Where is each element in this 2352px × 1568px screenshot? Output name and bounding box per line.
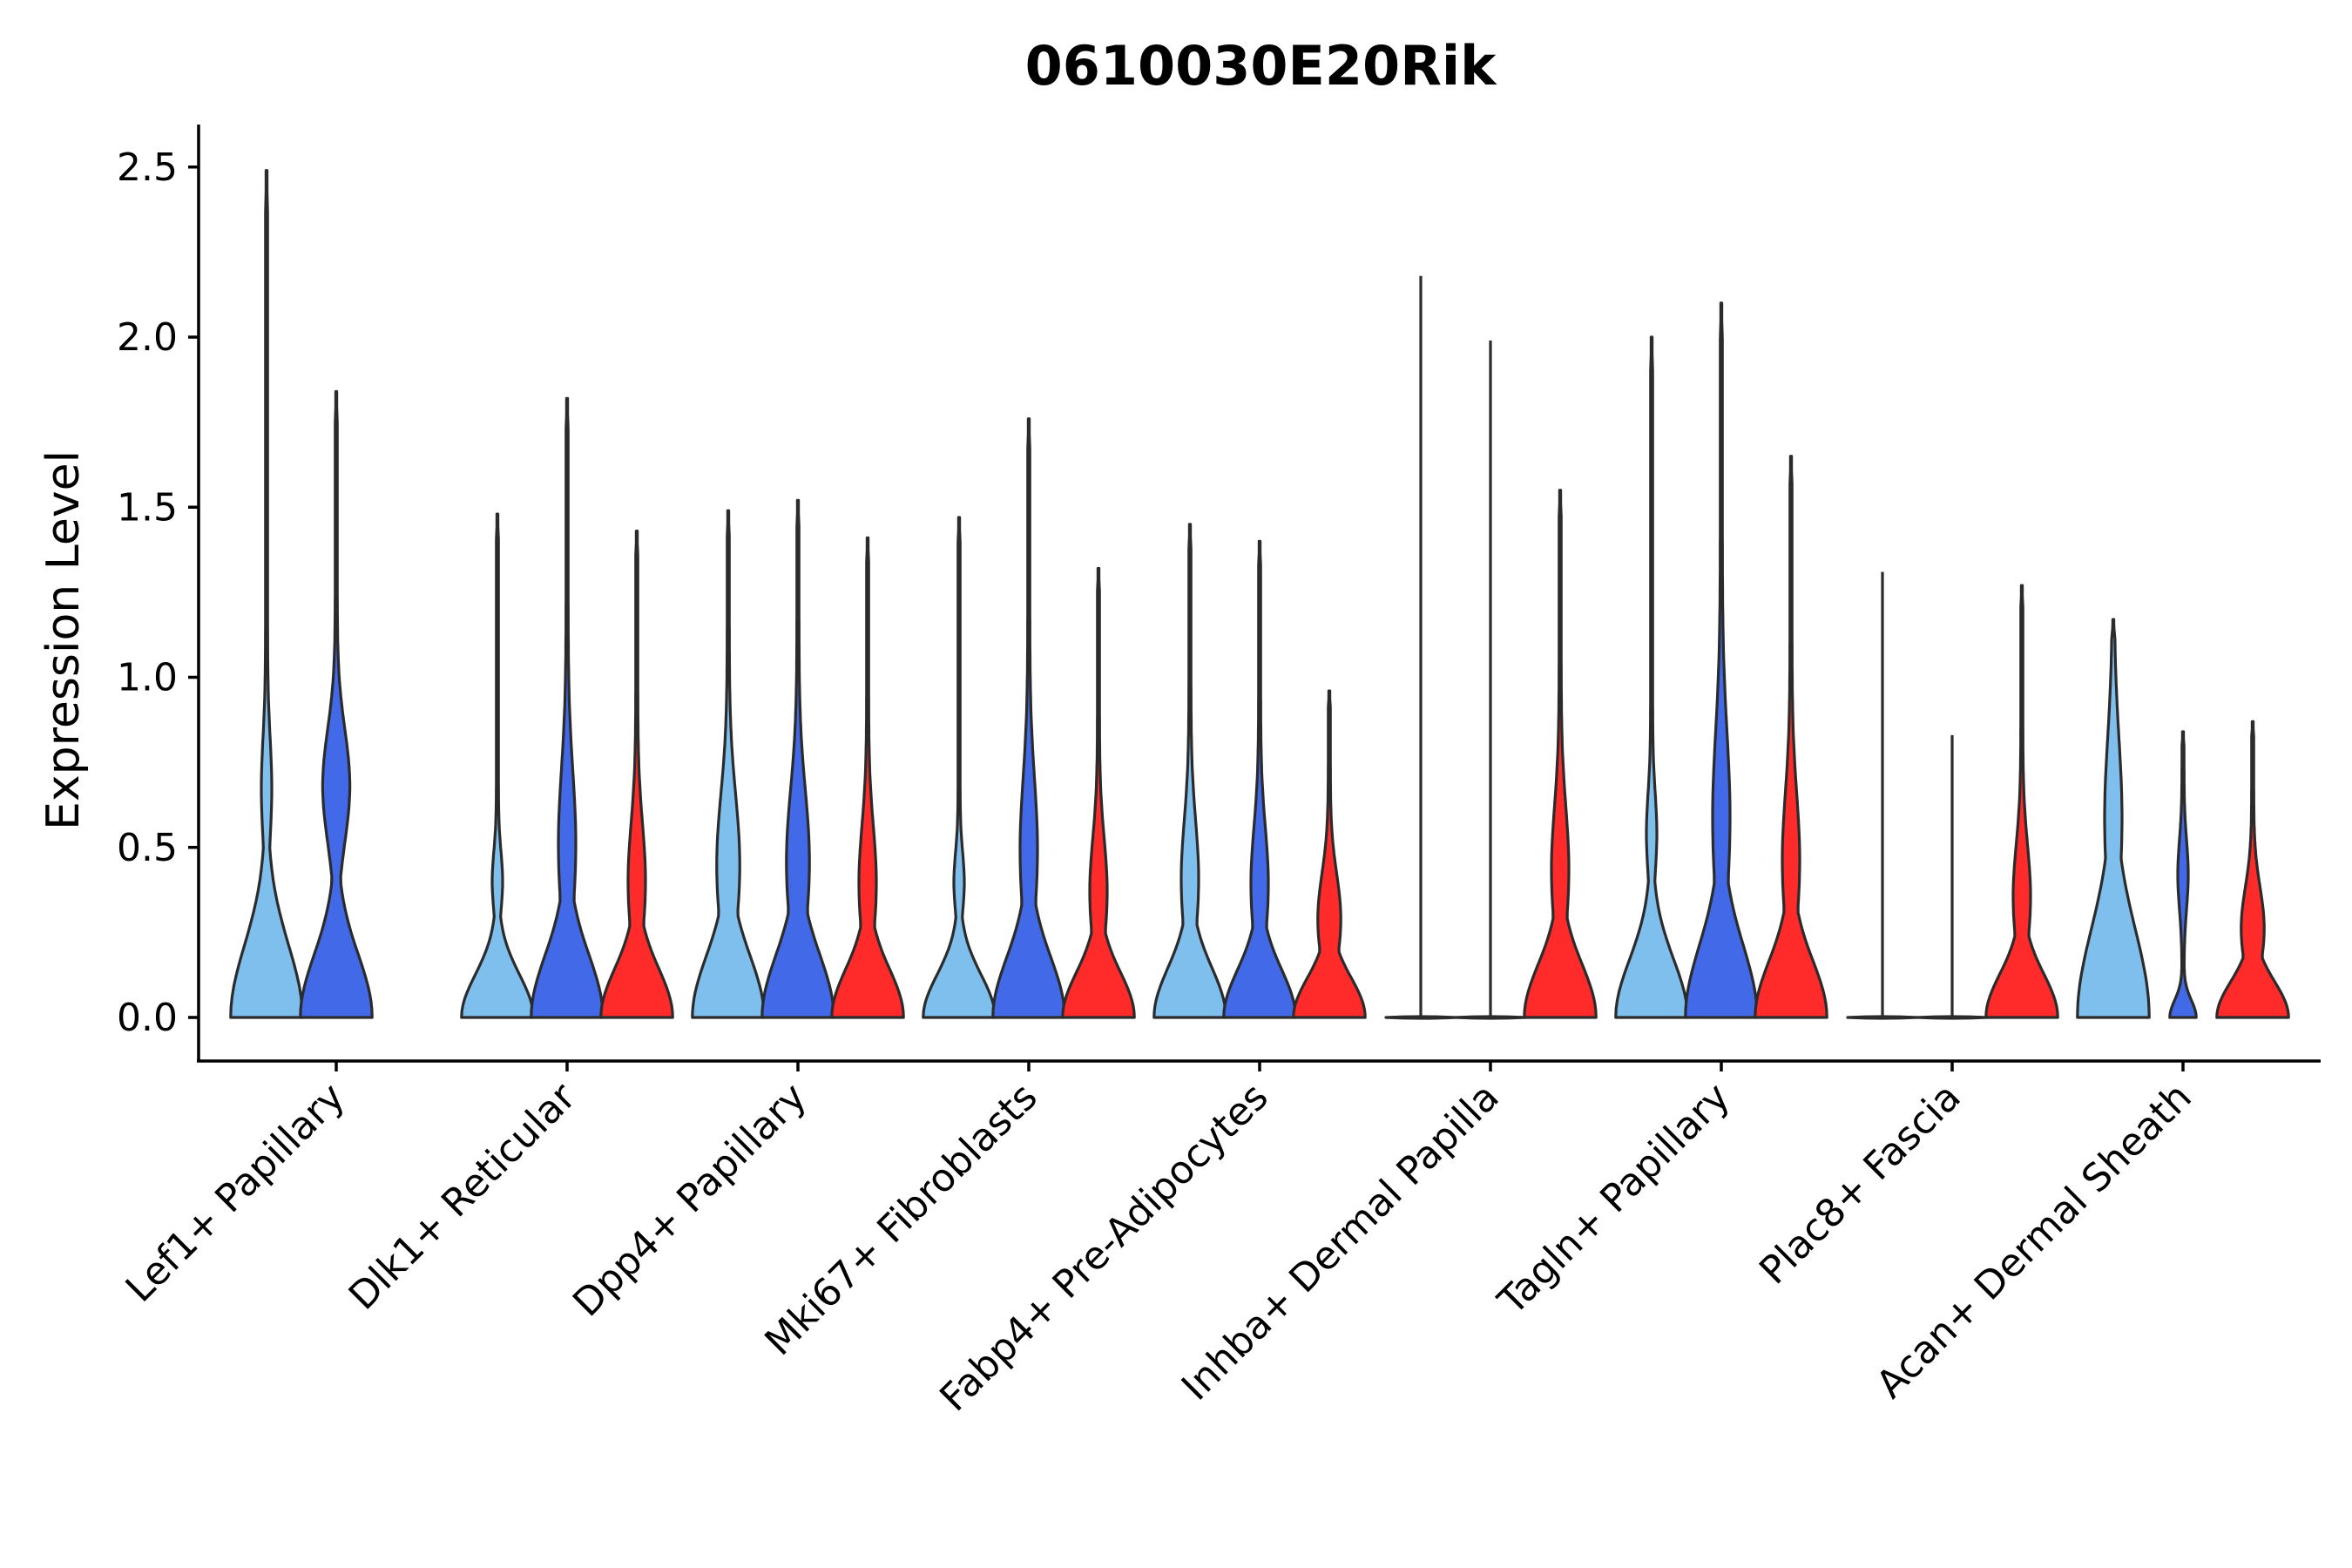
x-tick-label: Dlk1+ Reticular: [341, 1074, 585, 1319]
violin-group1-acan-dermal-sheath: [2076, 618, 2151, 1019]
violin-group1-plac8-fascia: [1846, 1015, 1919, 1020]
violin-group3-mki67-fibroblasts: [1061, 566, 1136, 1019]
violin-group2-plac8-fascia: [1916, 1015, 1989, 1020]
x-tick-label: Lef1+ Papillary: [118, 1075, 354, 1311]
violin-group2-fabp4-pre-adipocytes: [1222, 539, 1297, 1019]
y-tick-label: 0.5: [117, 826, 178, 870]
violin-group2-dlk1-reticular: [530, 396, 605, 1019]
y-tick-label: 1.0: [117, 656, 178, 700]
violin-group1-tagln-papillary: [1614, 335, 1689, 1019]
violin-group1-lef1-papillary: [229, 169, 304, 1019]
x-tick-label: Plac8+ Fascia: [1751, 1075, 1970, 1294]
violins-group: [229, 169, 2290, 1020]
y-tick-label: 2.5: [117, 145, 178, 190]
x-tick-label: Tagln+ Papillary: [1490, 1075, 1739, 1324]
violin-group2-acan-dermal-sheath: [2168, 730, 2198, 1019]
violin-group1-mki67-fibroblasts: [922, 516, 997, 1019]
violin-group3-fabp4-pre-adipocytes: [1292, 689, 1367, 1019]
violin-group2-tagln-papillary: [1684, 301, 1759, 1019]
y-tick-label: 1.5: [117, 485, 178, 530]
violin-group1-dpp4-papillary: [691, 509, 766, 1019]
x-tick-label: Dpp4+ Papillary: [564, 1075, 815, 1326]
y-axis-label: Expression Level: [37, 450, 90, 830]
violin-group3-dlk1-reticular: [599, 530, 674, 1019]
violin-group2-dpp4-papillary: [760, 498, 835, 1019]
violin-group1-inhba-dermal-papilla: [1384, 1015, 1457, 1020]
violin-group3-dpp4-papillary: [830, 536, 905, 1019]
violin-group1-dlk1-reticular: [460, 512, 535, 1019]
violin-group3-plac8-fascia: [1984, 584, 2059, 1019]
violin-group3-inhba-dermal-papilla: [1523, 489, 1598, 1019]
y-ticks-group: 0.0 0.5 1.0 1.5 2.0 2.5: [117, 145, 199, 1040]
chart-title: 0610030E20Rik: [1025, 34, 1498, 98]
violin-group1-fabp4-pre-adipocytes: [1152, 523, 1227, 1019]
violin-group2-lef1-papillary: [299, 389, 374, 1019]
y-tick-label: 0.0: [117, 996, 178, 1040]
violin-group3-acan-dermal-sheath: [2215, 720, 2290, 1019]
violin-group2-mki67-fibroblasts: [991, 417, 1066, 1019]
y-tick-label: 2.0: [117, 315, 178, 360]
violin-group2-inhba-dermal-papilla: [1454, 1015, 1527, 1020]
violin-group3-tagln-papillary: [1754, 455, 1828, 1019]
